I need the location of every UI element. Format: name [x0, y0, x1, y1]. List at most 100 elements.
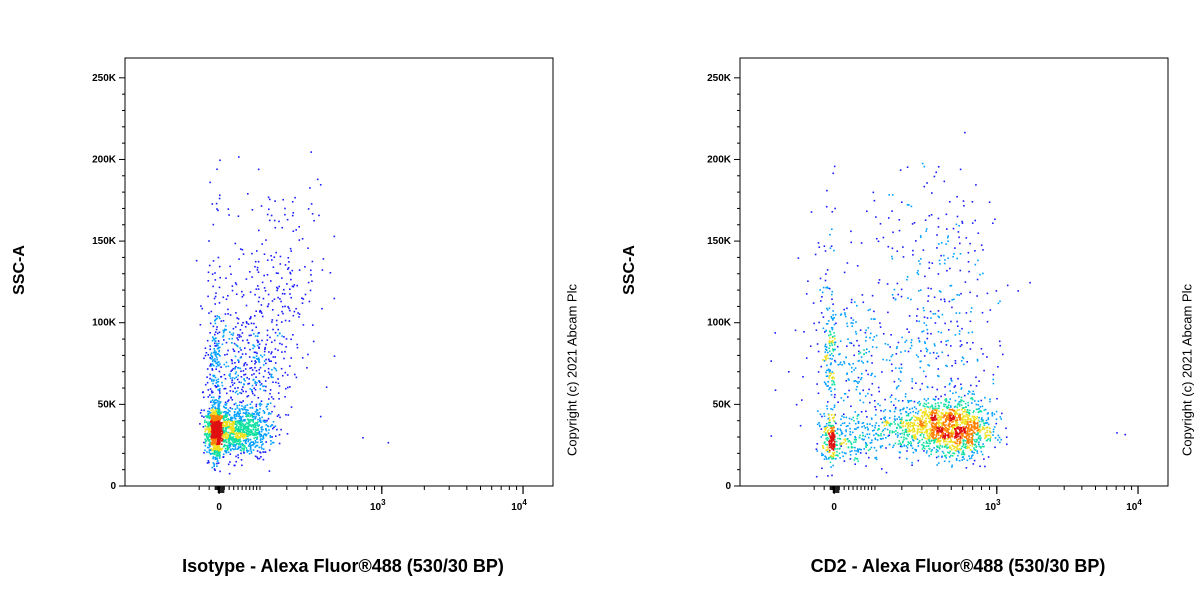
event-dot: [223, 419, 225, 421]
event-dot: [965, 410, 967, 413]
event-dot: [927, 445, 930, 447]
event-dot: [855, 333, 858, 335]
event-dot: [251, 209, 254, 211]
event-dot: [262, 437, 265, 439]
event-dot: [272, 381, 274, 383]
event-dot: [216, 315, 219, 317]
event-dot: [905, 445, 908, 447]
event-dot: [228, 472, 231, 475]
event-dot: [999, 441, 1001, 444]
event-dot: [934, 439, 936, 441]
event-dot: [221, 343, 224, 346]
event-dot: [986, 356, 988, 358]
event-dot: [954, 441, 956, 444]
event-dot: [828, 330, 831, 332]
event-dot: [955, 436, 957, 438]
event-dot: [220, 430, 222, 433]
event-dot: [259, 435, 262, 438]
event-dot: [230, 359, 233, 361]
event-dot: [232, 445, 235, 447]
event-dot: [831, 443, 833, 445]
event-dot: [274, 331, 277, 334]
event-dot: [215, 430, 217, 433]
event-dot: [952, 415, 955, 417]
event-dot: [827, 457, 830, 460]
event-dot: [963, 415, 965, 417]
event-dot: [919, 417, 921, 420]
event-dot: [890, 423, 893, 425]
event-dot: [253, 426, 255, 428]
event-dot: [225, 365, 227, 368]
event-dot: [244, 406, 247, 409]
event-dot: [910, 344, 913, 347]
event-dot: [862, 401, 865, 404]
event-dot: [825, 443, 827, 446]
event-dot: [829, 333, 832, 336]
event-dot: [249, 403, 252, 405]
event-dot: [928, 417, 931, 420]
event-dot: [211, 452, 214, 455]
event-dot: [254, 362, 256, 365]
event-dot: [291, 214, 294, 217]
event-dot: [881, 371, 883, 373]
event-dot: [977, 429, 980, 432]
event-dot: [253, 351, 256, 354]
event-dot: [946, 236, 949, 239]
event-dot: [922, 436, 925, 438]
event-dot: [931, 449, 933, 451]
event-dot: [277, 314, 280, 316]
event-dot: [213, 410, 215, 412]
event-dot: [263, 274, 265, 277]
event-dot: [941, 425, 943, 428]
event-dot: [982, 272, 984, 275]
event-dot: [272, 328, 274, 331]
event-dot: [934, 402, 937, 405]
event-dot: [900, 418, 902, 421]
event-dot: [869, 423, 871, 425]
event-dot: [959, 415, 961, 417]
event-dot: [263, 364, 265, 366]
event-dot: [857, 460, 859, 463]
event-dot: [884, 427, 886, 430]
event-dot: [850, 446, 853, 449]
event-dot: [234, 242, 237, 245]
event-dot: [287, 414, 290, 416]
event-dot: [854, 436, 857, 439]
event-dot: [233, 427, 235, 430]
event-dot: [950, 419, 952, 422]
event-dot: [846, 307, 848, 310]
event-dot: [971, 445, 973, 447]
event-dot: [836, 345, 839, 348]
event-dot: [832, 464, 834, 467]
event-dot: [215, 379, 218, 382]
event-dot: [885, 471, 888, 474]
event-dot: [953, 418, 955, 420]
event-dot: [951, 421, 953, 423]
event-dot: [960, 396, 963, 399]
event-dot: [217, 452, 219, 455]
event-dot: [887, 343, 889, 346]
event-dot: [211, 429, 213, 432]
event-dot: [216, 326, 218, 328]
event-dot: [950, 345, 952, 347]
event-dot: [207, 438, 209, 440]
event-dot: [246, 363, 248, 366]
event-dot: [268, 470, 271, 472]
event-dot: [258, 457, 261, 460]
event-dot: [279, 416, 281, 419]
event-dot: [210, 438, 213, 440]
event-dot: [934, 322, 937, 324]
event-dot: [938, 415, 941, 418]
event-dot: [221, 381, 223, 384]
event-dot: [953, 432, 955, 435]
event-dot: [924, 431, 927, 433]
event-dot: [218, 457, 221, 459]
event-dot: [264, 421, 266, 423]
event-dot: [959, 340, 962, 342]
event-dot: [284, 207, 286, 210]
event-dot: [770, 435, 773, 437]
event-dot: [268, 351, 270, 353]
event-dot: [968, 415, 971, 417]
event-dot: [271, 321, 273, 323]
event-dot: [237, 437, 239, 440]
